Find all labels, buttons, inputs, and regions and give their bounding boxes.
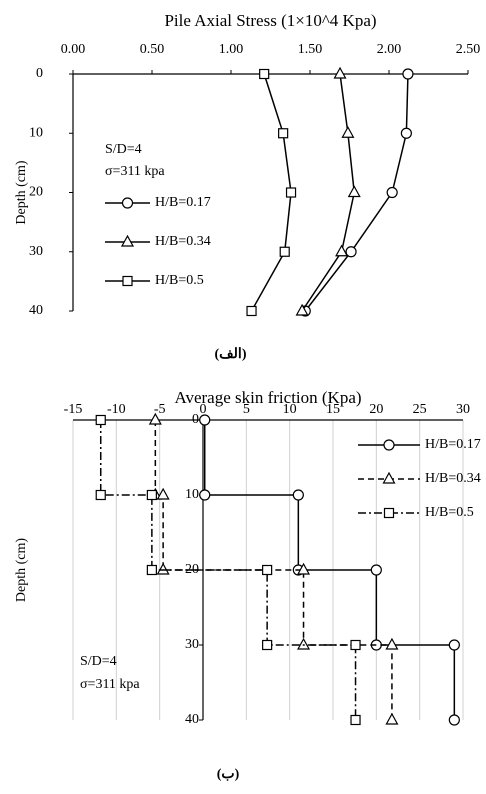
data-point (279, 246, 290, 257)
y-tick-label: 10 (29, 125, 43, 140)
caption: (الف) (215, 347, 247, 362)
data-point (246, 305, 257, 317)
x-tick-label: 1.50 (298, 42, 323, 57)
caption: (ب) (217, 767, 240, 782)
data-point (350, 714, 361, 726)
y-tick-label: 30 (185, 637, 199, 652)
x-tick-label: 10 (283, 402, 297, 417)
data-point (402, 68, 414, 80)
data-point (285, 187, 297, 198)
y-axis-label: Depth (cm) (14, 538, 29, 602)
series-line (301, 73, 355, 312)
data-point (262, 564, 273, 576)
data-point (347, 185, 361, 198)
data-point (386, 186, 398, 199)
x-tick-label: 0 (200, 402, 207, 417)
annotation: σ=311 kpa (80, 677, 140, 692)
x-tick-label: -15 (64, 402, 83, 417)
data-point (199, 414, 211, 426)
data-point (156, 562, 170, 575)
data-point (262, 639, 273, 651)
series-line (203, 420, 456, 720)
data-point (335, 244, 349, 257)
legend-marker (121, 197, 134, 209)
annotation: σ=311 kpa (105, 164, 165, 179)
legend-marker (122, 275, 133, 287)
annotation: S/D=4 (105, 142, 142, 157)
data-point (199, 489, 211, 501)
x-tick-label: -10 (107, 402, 126, 417)
y-axis-label: Depth (cm) (14, 160, 29, 224)
legend-label: H/B=0.34 (425, 471, 481, 486)
legend-marker (383, 439, 395, 451)
y-tick-label: 10 (185, 487, 199, 502)
data-point (400, 127, 412, 139)
y-tick-label: 40 (29, 303, 43, 318)
x-tick-label: 1.00 (219, 42, 244, 57)
data-point (448, 639, 460, 651)
legend-marker (383, 507, 395, 519)
x-tick-label: 0.50 (140, 42, 165, 57)
data-point (259, 68, 270, 80)
x-tick-label: 20 (369, 402, 383, 417)
data-point (385, 712, 399, 725)
data-point (350, 639, 361, 651)
legend-marker (382, 471, 396, 484)
data-point (370, 564, 382, 576)
chart-title: Pile Axial Stress (1×10^4 Kpa) (164, 11, 376, 30)
chart-title: Average skin friction (Kpa) (174, 388, 361, 407)
legend-marker (120, 234, 135, 247)
legend-label: H/B=0.5 (155, 273, 204, 288)
data-point (146, 564, 157, 576)
data-point (297, 562, 311, 575)
y-tick-label: 40 (185, 712, 199, 727)
data-point (95, 414, 106, 426)
y-tick-label: 20 (29, 185, 43, 200)
x-tick-label: 2.00 (377, 42, 402, 57)
data-point (148, 412, 162, 425)
legend-label: H/B=0.17 (425, 437, 481, 452)
data-point (297, 637, 311, 650)
data-point (156, 487, 170, 500)
legend-label: H/B=0.17 (155, 195, 211, 210)
x-tick-label: 5 (243, 402, 250, 417)
x-tick-label: 2.50 (456, 42, 481, 57)
data-point (341, 126, 355, 138)
data-point (448, 714, 460, 726)
series-line (99, 420, 357, 720)
legend-label: H/B=0.34 (155, 234, 211, 249)
annotation: S/D=4 (80, 654, 117, 669)
x-tick-label: -5 (154, 402, 166, 417)
data-point (333, 66, 347, 79)
data-point (295, 303, 309, 316)
x-tick-label: 15 (326, 402, 340, 417)
x-tick-label: 0.00 (61, 42, 86, 57)
y-tick-label: 0 (36, 66, 43, 81)
data-point (345, 246, 357, 258)
data-point (292, 489, 304, 501)
data-point (278, 128, 289, 139)
y-tick-label: 30 (29, 244, 43, 259)
data-point (385, 637, 399, 650)
x-tick-label: 30 (456, 402, 470, 417)
series-line (250, 73, 292, 312)
legend-label: H/B=0.5 (425, 505, 474, 520)
data-point (146, 489, 157, 501)
x-tick-label: 25 (413, 402, 427, 417)
data-point (95, 489, 106, 501)
